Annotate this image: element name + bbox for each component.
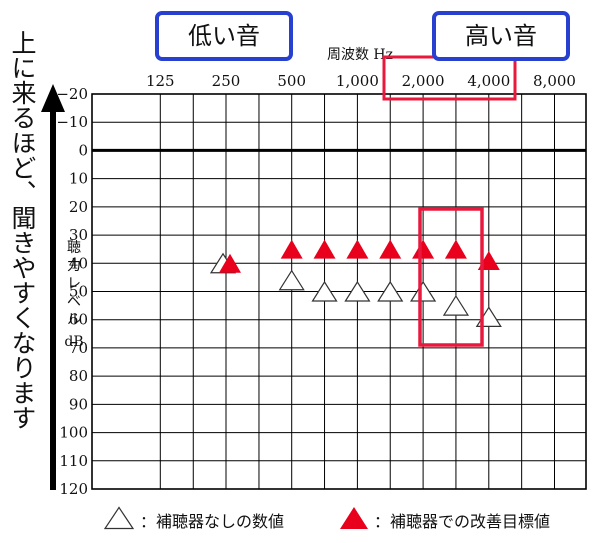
- grid: [91, 93, 587, 490]
- y-tick-label: 70: [69, 339, 88, 357]
- highlight-boxes: [382, 55, 517, 347]
- y-tick-label: 90: [69, 395, 88, 413]
- side-note: 上に来るほど、聞きやすくなります: [8, 30, 37, 430]
- y-axis-label-char: ベ: [67, 294, 81, 310]
- target-point: [444, 239, 467, 259]
- legend-target-label: ：補聴器での改善目標値: [374, 512, 551, 531]
- legend-measured-label: ：補聴器なしの数値: [140, 512, 285, 531]
- target-point: [379, 239, 402, 259]
- target-point: [280, 239, 303, 259]
- x-tick-label: 2,000: [402, 72, 445, 90]
- plot-frame: [91, 93, 587, 490]
- high-tone-label: 高い音: [432, 11, 570, 61]
- measured-point: [311, 280, 338, 302]
- open-triangle-icon: [103, 506, 135, 530]
- y-tick-label: 60: [69, 311, 88, 329]
- y-tick-label: 0: [78, 141, 88, 159]
- filled-triangle-icon: [340, 507, 368, 529]
- x-tick-labels: 125 250 500 1,000 2,000 4,000 8,000: [146, 72, 576, 90]
- x-tick-label: 8,000: [533, 72, 576, 90]
- legend-icons: [103, 506, 368, 530]
- arrow-head: [41, 84, 65, 112]
- measured-point: [442, 294, 470, 316]
- measured-point: [344, 280, 371, 302]
- y-tick-labels: −20 −10 0 10 20 30 40 50 60 70 80 90 100 110 120: [56, 85, 88, 498]
- target-point: [412, 239, 435, 259]
- measured-point: [278, 269, 305, 291]
- y-tick-label: 30: [69, 226, 88, 244]
- x-tick-label: 4,000: [467, 72, 510, 90]
- up-arrow-icon: [41, 84, 65, 490]
- target-point: [346, 239, 369, 259]
- high-frequency-highlight-box: [418, 207, 484, 347]
- y-tick-label: −20: [56, 85, 88, 103]
- data-points: [209, 239, 502, 327]
- y-tick-label: 20: [69, 198, 88, 216]
- y-axis-label-char: 力: [67, 258, 81, 274]
- y-axis-label-unit: dB: [64, 334, 83, 350]
- target-point: [313, 239, 336, 259]
- y-tick-label: 120: [59, 480, 88, 498]
- x-axis-label: 周波数 Hz: [327, 47, 393, 63]
- y-axis-label-char: ル: [67, 312, 81, 328]
- y-axis-label-char: レ: [67, 276, 81, 292]
- x-tick-label: 1,000: [336, 72, 379, 90]
- y-tick-label: 110: [59, 452, 88, 470]
- y-tick-label: 10: [69, 170, 88, 188]
- y-tick-label: 100: [59, 424, 88, 442]
- low-tone-label: 低い音: [155, 11, 293, 61]
- x-tick-label: 250: [212, 72, 241, 90]
- y-tick-label: 50: [69, 283, 88, 301]
- x-tick-label: 500: [277, 72, 306, 90]
- y-tick-label: 80: [69, 367, 88, 385]
- x-tick-label: 125: [146, 72, 175, 90]
- y-axis-label-char: 聴: [67, 240, 81, 256]
- y-tick-label: −10: [56, 113, 88, 131]
- y-tick-label: 40: [69, 254, 88, 272]
- measured-point: [410, 280, 437, 302]
- target-point: [219, 253, 241, 273]
- measured-point: [377, 280, 404, 302]
